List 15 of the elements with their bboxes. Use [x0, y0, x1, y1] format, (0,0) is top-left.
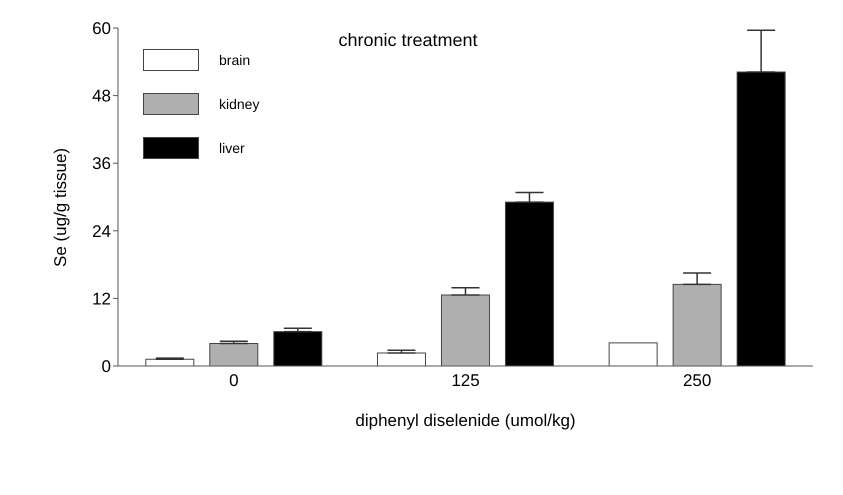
- y-tick-label: 36: [92, 154, 111, 174]
- y-tick-label: 12: [92, 289, 111, 308]
- x-tick-label: 250: [682, 371, 712, 390]
- y-tick-label: 60: [92, 19, 111, 38]
- x-tick-label: 125: [451, 371, 480, 390]
- chart-title: chronic treatment: [337, 30, 479, 51]
- x-axis-title: diphenyl diselenide (umol/kg): [355, 411, 576, 430]
- legend-label: liver: [219, 140, 245, 156]
- legend-label: brain: [219, 52, 250, 68]
- y-tick-label: 0: [102, 357, 111, 376]
- y-tick-label: 48: [92, 86, 111, 106]
- legend-label: kidney: [219, 96, 260, 112]
- y-axis-title: Se (ug/g tissue): [51, 148, 70, 267]
- y-tick-label: 24: [92, 222, 111, 241]
- x-tick-label: 0: [229, 371, 239, 390]
